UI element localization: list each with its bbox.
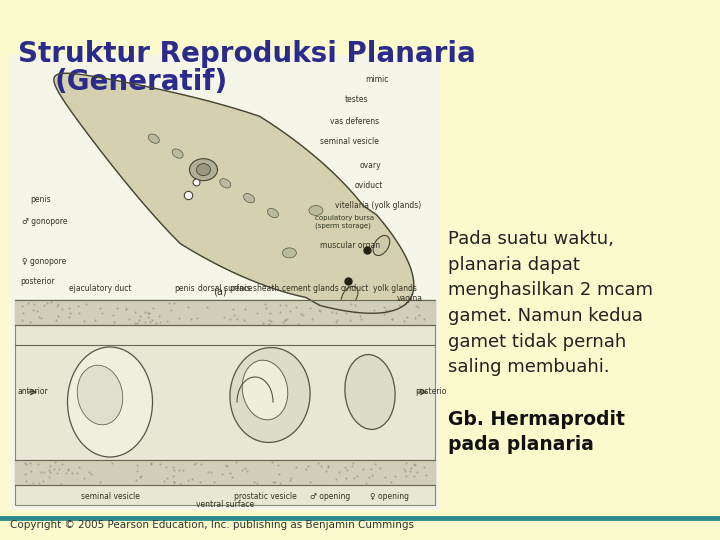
Text: Gb. Hermaprodit
pada planaria: Gb. Hermaprodit pada planaria [448,410,625,454]
Text: Struktur Reproduksi Planaria: Struktur Reproduksi Planaria [18,40,476,68]
Bar [15,300,435,505]
Ellipse shape [77,365,123,425]
Text: copulatory bursa
(sperm storage): copulatory bursa (sperm storage) [315,215,374,229]
Text: dorsal surface: dorsal surface [198,284,252,293]
Text: mimic: mimic [365,76,388,84]
Text: anterior: anterior [18,388,49,396]
Text: (Generatif): (Generatif) [55,68,228,96]
Text: seminal vesicle: seminal vesicle [320,138,379,146]
Ellipse shape [309,205,323,215]
Ellipse shape [197,164,210,176]
Text: oviduct: oviduct [341,284,369,293]
Text: ovary: ovary [360,160,382,170]
Text: penis: penis [30,195,50,205]
Text: (a): (a) [213,287,227,297]
Text: ♀ opening: ♀ opening [371,492,410,501]
Ellipse shape [196,164,207,173]
Text: cement glands: cement glands [282,284,338,293]
Polygon shape [54,73,414,313]
Text: ejaculatory duct: ejaculatory duct [68,284,131,293]
Ellipse shape [243,193,255,203]
Ellipse shape [242,360,288,420]
Ellipse shape [148,134,159,143]
Text: prostatic vesicle: prostatic vesicle [233,492,297,501]
Ellipse shape [220,179,231,188]
Text: seminal vesicle: seminal vesicle [81,492,140,501]
Ellipse shape [373,235,390,255]
Ellipse shape [267,208,279,218]
Text: ♀ gonopore: ♀ gonopore [22,258,66,267]
Ellipse shape [189,159,217,181]
Text: vagina: vagina [397,294,423,303]
Ellipse shape [345,355,395,429]
Text: muscular organ: muscular organ [320,240,380,249]
Text: ♂ opening: ♂ opening [310,492,350,501]
Text: Copyright © 2005 Pearson Education, Inc. publishing as Benjamin Cummings: Copyright © 2005 Pearson Education, Inc.… [10,520,414,530]
Text: vas deferens: vas deferens [330,118,379,126]
Text: Pada suatu waktu,
planaria dapat
menghasilkan 2 mcam
gamet. Namun kedua
gamet ti: Pada suatu waktu, planaria dapat menghas… [448,230,653,376]
Text: ventral surface: ventral surface [196,500,254,509]
Ellipse shape [230,348,310,442]
Text: oviduct: oviduct [355,180,383,190]
Text: penis sheath: penis sheath [230,284,279,293]
Text: vitellaría (yolk glands): vitellaría (yolk glands) [335,200,421,210]
Ellipse shape [282,248,297,258]
Text: ♂ gonopore: ♂ gonopore [22,218,68,226]
Text: penis: penis [175,284,195,293]
Text: yolk glands: yolk glands [373,284,417,293]
Ellipse shape [68,347,153,457]
Ellipse shape [172,149,183,158]
Text: posterio: posterio [415,388,446,396]
Text: testes: testes [345,96,369,105]
Bar [10,55,440,510]
Text: posterior: posterior [20,278,55,287]
Ellipse shape [341,286,358,306]
